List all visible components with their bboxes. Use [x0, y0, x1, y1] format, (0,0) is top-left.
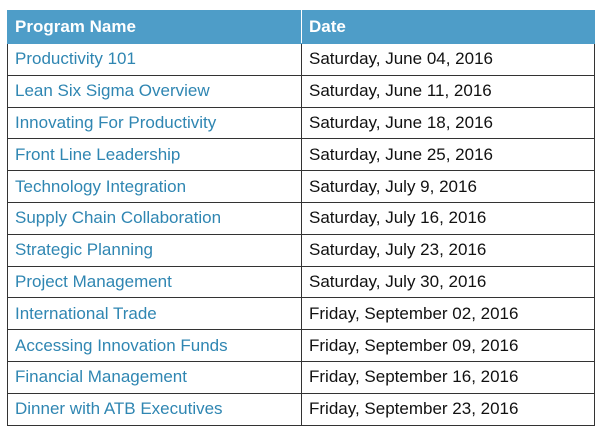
- table-row: Technology Integration Saturday, July 9,…: [7, 170, 595, 203]
- table-row: Accessing Innovation Funds Friday, Septe…: [7, 329, 595, 362]
- table-row: Strategic Planning Saturday, July 23, 20…: [7, 233, 595, 267]
- table-row: Dinner with ATB Executives Friday, Septe…: [7, 392, 595, 426]
- table-row: Front Line Leadership Saturday, June 25,…: [7, 138, 595, 172]
- program-date: Saturday, June 04, 2016: [301, 43, 595, 76]
- table-header-row: Program Name Date: [7, 10, 595, 44]
- program-schedule-table: Program Name Date Productivity 101 Satur…: [7, 10, 595, 426]
- program-name-link[interactable]: Accessing Innovation Funds: [7, 329, 302, 362]
- table-row: Productivity 101 Saturday, June 04, 2016: [7, 43, 595, 76]
- program-name-link[interactable]: Supply Chain Collaboration: [7, 201, 302, 235]
- program-date: Friday, September 16, 2016: [301, 360, 595, 394]
- program-date: Friday, September 09, 2016: [301, 329, 595, 362]
- program-name-link[interactable]: Productivity 101: [7, 43, 302, 76]
- program-name-link[interactable]: Dinner with ATB Executives: [7, 392, 302, 426]
- program-name-link[interactable]: Strategic Planning: [7, 233, 302, 267]
- program-name-link[interactable]: Project Management: [7, 265, 302, 299]
- column-header-program-name: Program Name: [7, 10, 302, 44]
- program-name-link[interactable]: Financial Management: [7, 360, 302, 394]
- table-row: Financial Management Friday, September 1…: [7, 360, 595, 394]
- program-date: Friday, September 02, 2016: [301, 297, 595, 331]
- program-name-link[interactable]: Technology Integration: [7, 170, 302, 203]
- program-date: Friday, September 23, 2016: [301, 392, 595, 426]
- program-schedule-table-wrapper: Program Name Date Productivity 101 Satur…: [7, 10, 595, 426]
- program-date: Saturday, June 25, 2016: [301, 138, 595, 172]
- program-name-link[interactable]: Lean Six Sigma Overview: [7, 74, 302, 108]
- program-name-link[interactable]: Front Line Leadership: [7, 138, 302, 172]
- program-date: Saturday, July 9, 2016: [301, 170, 595, 203]
- table-row: Innovating For Productivity Saturday, Ju…: [7, 106, 595, 140]
- program-date: Saturday, June 11, 2016: [301, 74, 595, 108]
- program-name-link[interactable]: Innovating For Productivity: [7, 106, 302, 140]
- table-row: International Trade Friday, September 02…: [7, 297, 595, 331]
- program-date: Saturday, July 23, 2016: [301, 233, 595, 267]
- program-date: Saturday, July 16, 2016: [301, 201, 595, 235]
- table-row: Lean Six Sigma Overview Saturday, June 1…: [7, 74, 595, 108]
- program-date: Saturday, July 30, 2016: [301, 265, 595, 299]
- program-name-link[interactable]: International Trade: [7, 297, 302, 331]
- table-row: Project Management Saturday, July 30, 20…: [7, 265, 595, 299]
- program-date: Saturday, June 18, 2016: [301, 106, 595, 140]
- column-header-date: Date: [301, 10, 595, 44]
- table-row: Supply Chain Collaboration Saturday, Jul…: [7, 201, 595, 235]
